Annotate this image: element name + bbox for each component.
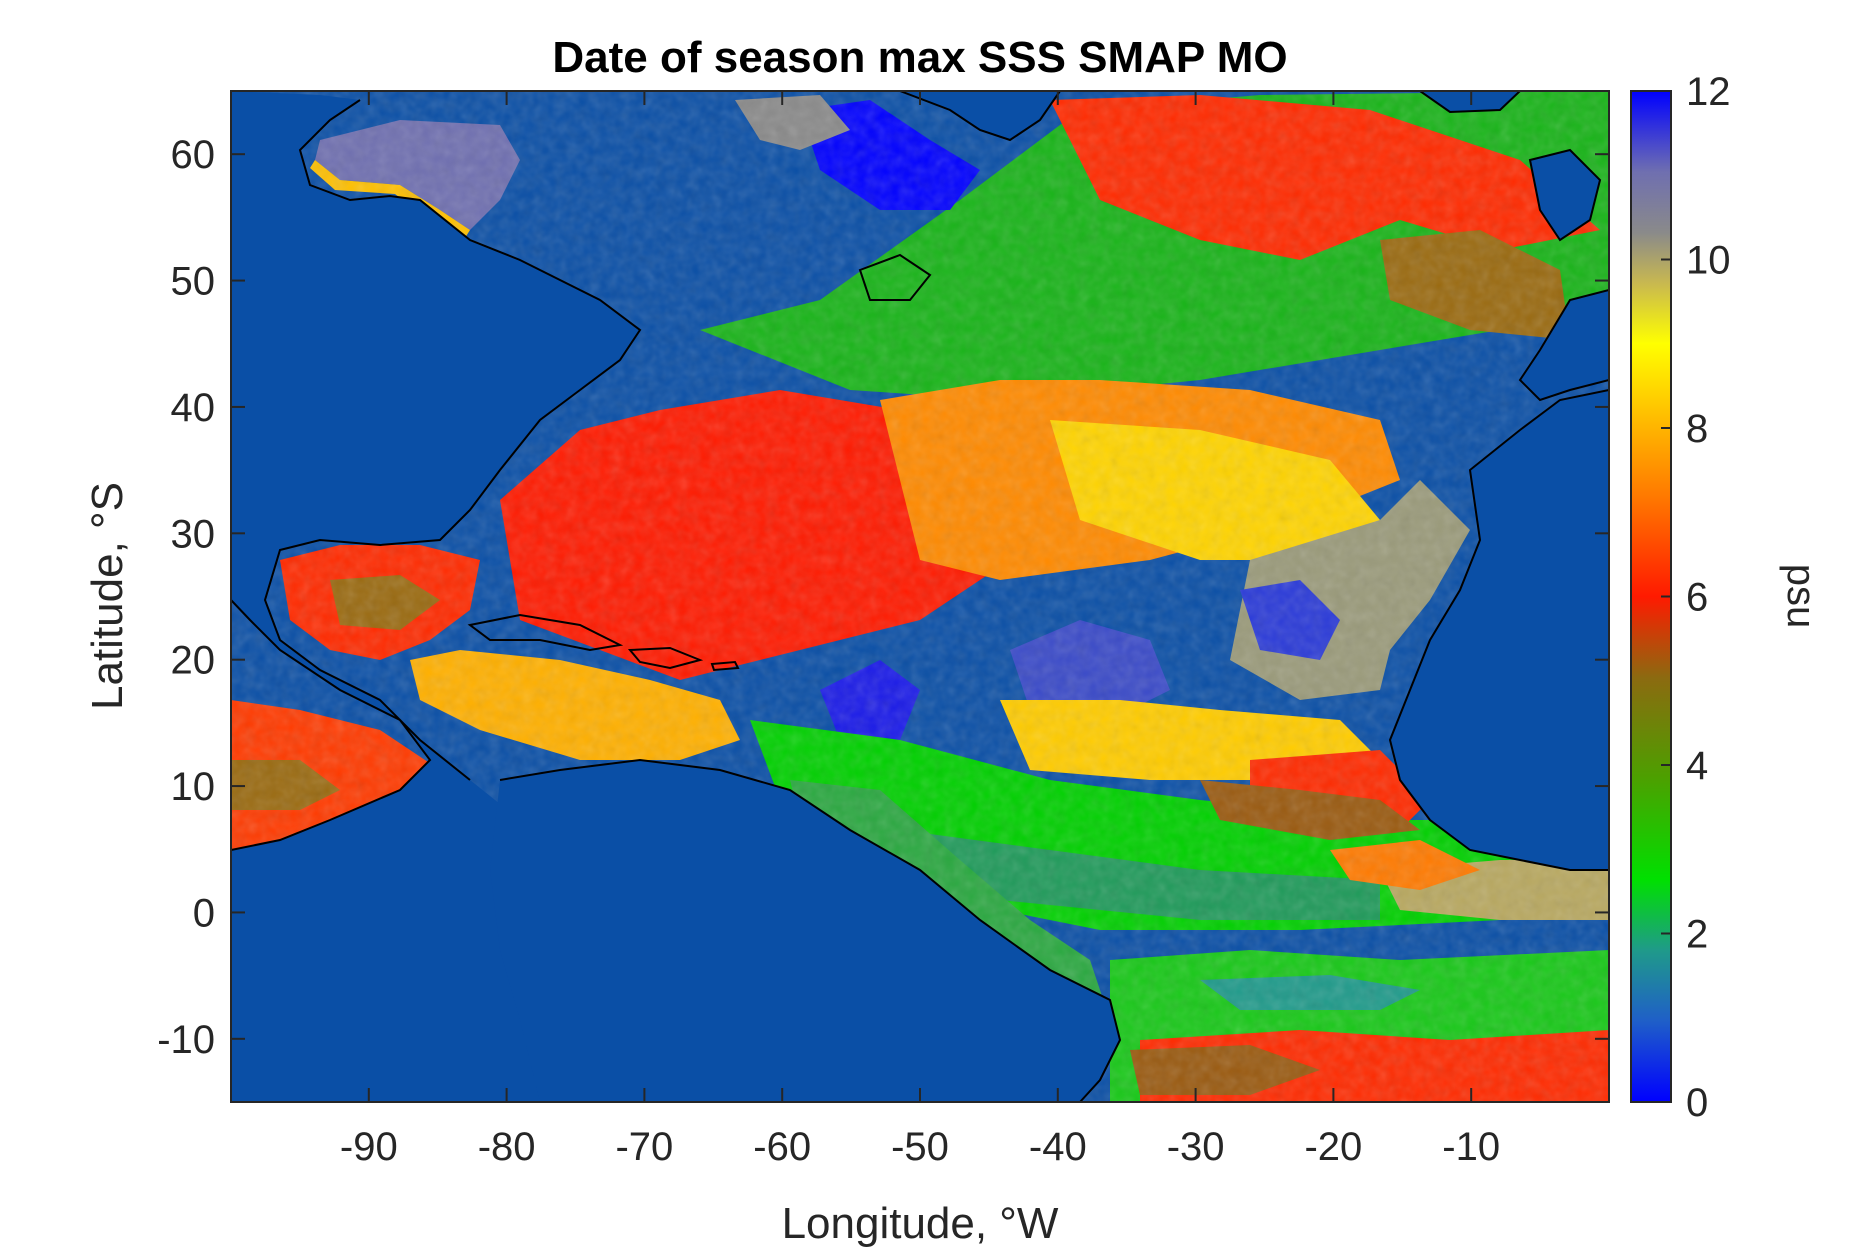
x-tick-label: -40	[1029, 1125, 1087, 1169]
x-axis-label: Longitude, °W	[782, 1199, 1059, 1248]
coast-newfoundland	[858, 253, 932, 301]
colorbar-tick-label: 4	[1686, 744, 1708, 788]
coast-cuba	[467, 613, 624, 652]
y-tick-label: -10	[157, 1018, 215, 1062]
colorbar-tick-label: 12	[1686, 70, 1731, 114]
x-tick-label: -60	[753, 1125, 811, 1169]
land-mask	[231, 91, 1609, 1102]
land-south-america	[490, 760, 1120, 1102]
colorbar-tick-label: 2	[1686, 913, 1708, 957]
y-tick-label: 60	[171, 133, 216, 177]
map-plot-area	[231, 91, 1609, 1102]
colorbar-label: psu	[1779, 564, 1823, 629]
colorbar-ticks: 0 2 4 6 8 10 12	[1661, 70, 1731, 1125]
land-british-isles	[1530, 150, 1600, 240]
colorbar-tick-label: 10	[1686, 239, 1731, 283]
coast-hispaniola	[627, 646, 704, 670]
x-tick-label: -10	[1442, 1125, 1500, 1169]
y-tick-label: 40	[171, 386, 216, 430]
x-tick-label: -80	[478, 1125, 536, 1169]
colorbar-tick-label: 0	[1686, 1081, 1708, 1125]
coast-south-america	[499, 758, 1122, 1102]
land-iceland	[1420, 91, 1520, 112]
y-axis-label: Latitude, °S	[83, 482, 132, 710]
x-tick-label: -30	[1167, 1125, 1225, 1169]
coast-north-america	[263, 99, 642, 781]
y-tick-label: 30	[171, 512, 216, 556]
land-europe	[1520, 290, 1609, 400]
x-tick-label: -70	[615, 1125, 673, 1169]
x-tick-label: -50	[891, 1125, 949, 1169]
x-tick-label: -90	[340, 1125, 398, 1169]
x-tick-label: -20	[1304, 1125, 1362, 1169]
y-tick-label: 10	[171, 765, 216, 809]
land-africa	[1390, 390, 1609, 870]
y-tick-label: 0	[193, 891, 215, 935]
y-axis-ticks: -10 0 10 20 30 40 50 60	[157, 133, 1609, 1062]
coast-puerto-rico	[710, 660, 740, 672]
y-tick-label: 20	[171, 639, 216, 683]
land-north-america	[231, 91, 960, 1102]
coast-british-isles	[1528, 148, 1602, 242]
coast-africa	[1388, 389, 1609, 871]
colorbar-tick-label: 6	[1686, 576, 1708, 620]
y-tick-label: 50	[171, 260, 216, 304]
land-greenland	[900, 91, 1060, 140]
colorbar-tick-label: 8	[1686, 407, 1708, 451]
coast-iceland	[1419, 91, 1521, 114]
coast-europe	[1518, 289, 1609, 402]
coastlines	[231, 91, 1609, 1102]
chart-title: Date of season max SSS SMAP MO	[552, 33, 1287, 82]
coast-greenland	[899, 91, 1061, 142]
coast-pacific-central-america	[231, 599, 432, 851]
x-axis-ticks: -90 -80 -70 -60 -50 -40 -30 -20 -10	[340, 91, 1500, 1169]
